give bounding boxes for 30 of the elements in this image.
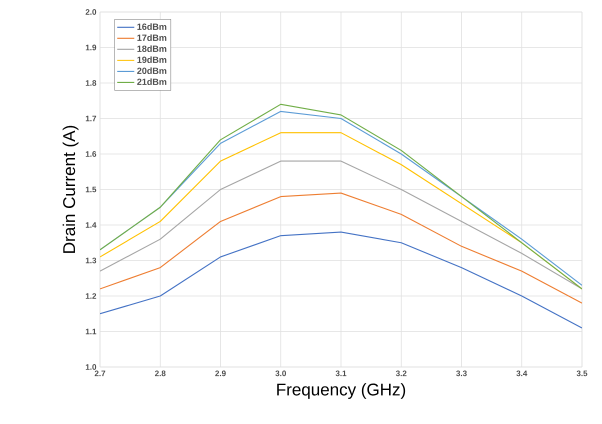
legend-label: 16dBm: [137, 23, 166, 30]
y-tick-label: 1.5: [86, 186, 96, 192]
legend-label: 17dBm: [137, 34, 166, 41]
y-tick-label: 1.0: [86, 364, 96, 370]
y-tick-label: 1.9: [86, 44, 96, 50]
y-axis-title: Drain Current (A): [62, 126, 78, 253]
x-axis-title: Frequency (GHz): [277, 383, 406, 399]
x-tick-label: 2.7: [94, 370, 106, 376]
y-tick-label: 1.2: [86, 293, 96, 299]
x-tick-label: 3.1: [336, 370, 346, 376]
x-tick-label: 3.3: [456, 370, 467, 376]
x-tick-label: 3.5: [576, 370, 588, 376]
x-tick-label: 2.8: [154, 370, 166, 376]
y-tick-label: 1.3: [86, 258, 96, 264]
legend-label: 20dBm: [137, 67, 166, 74]
x-tick-label: 3.0: [275, 370, 286, 376]
y-tick-label: 1.8: [86, 80, 96, 86]
y-tick-label: 2.0: [86, 9, 96, 15]
x-tick-label: 2.9: [215, 370, 226, 376]
y-tick-label: 1.4: [86, 222, 96, 228]
legend-label: 21dBm: [137, 78, 166, 86]
legend-label: 18dBm: [137, 45, 166, 52]
line-series: [100, 192, 582, 304]
legend-label: 19dBm: [137, 56, 166, 63]
y-tick-label: 1.7: [86, 116, 96, 122]
y-tick-label: 1.6: [86, 151, 96, 157]
line-series: [100, 232, 582, 329]
x-tick-label: 3.2: [396, 370, 406, 376]
x-tick-label: 3.4: [516, 370, 528, 376]
y-tick-label: 1.1: [86, 328, 96, 334]
